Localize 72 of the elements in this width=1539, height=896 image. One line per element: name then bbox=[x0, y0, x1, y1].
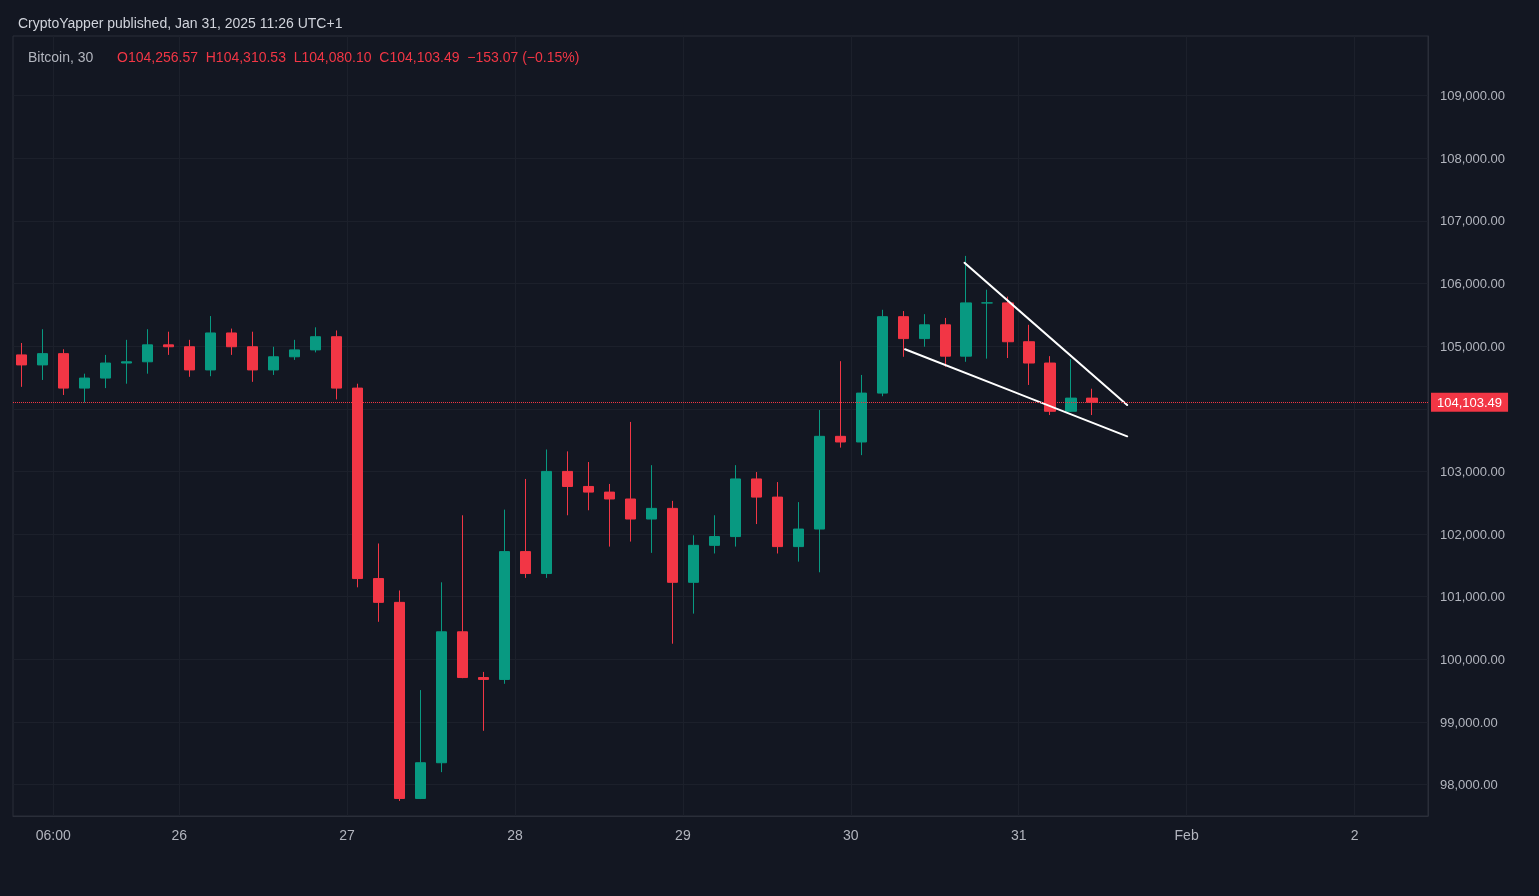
candlestick bbox=[436, 581, 447, 773]
candlestick bbox=[457, 514, 468, 679]
candlestick bbox=[331, 329, 342, 400]
candlestick bbox=[268, 346, 279, 376]
candlestick bbox=[709, 514, 720, 554]
candlestick bbox=[667, 500, 678, 645]
y-tick-label: 103,000.00 bbox=[1440, 463, 1506, 479]
x-tick-label: 27 bbox=[339, 827, 356, 843]
candlestick bbox=[919, 313, 930, 348]
candlestick bbox=[646, 464, 657, 554]
y-tick-label: 105,000.00 bbox=[1440, 338, 1506, 354]
candlestick bbox=[772, 481, 783, 554]
candlestick bbox=[205, 315, 216, 377]
candlestick bbox=[940, 317, 951, 368]
candlestick bbox=[1002, 296, 1014, 359]
candlestick bbox=[981, 289, 993, 360]
candlestick bbox=[814, 409, 825, 573]
y-tick-label: 107,000.00 bbox=[1440, 213, 1506, 229]
candlestick bbox=[960, 255, 972, 363]
candlestick bbox=[163, 331, 174, 356]
candlestick bbox=[583, 461, 594, 511]
text: Bitcoin, 30 bbox=[28, 49, 94, 65]
candlestick bbox=[856, 374, 867, 456]
candlestick bbox=[121, 339, 132, 385]
ref-line-label: 104,103.49 bbox=[1437, 394, 1503, 410]
candlestick bbox=[37, 328, 48, 381]
candlestick bbox=[877, 309, 888, 397]
candlestick bbox=[1065, 358, 1077, 413]
x-tick-label: 29 bbox=[675, 827, 691, 843]
candlestick bbox=[751, 471, 762, 525]
x-tick-label: 31 bbox=[1010, 827, 1027, 843]
candlestick bbox=[79, 373, 90, 404]
x-tick-label: 26 bbox=[171, 827, 188, 843]
candlestick bbox=[604, 483, 615, 548]
candlestick bbox=[310, 326, 321, 353]
candlestick bbox=[184, 339, 195, 378]
candlestick bbox=[520, 478, 531, 579]
candlestick bbox=[58, 348, 69, 396]
candlestick bbox=[247, 331, 258, 383]
x-tick-label: 2 bbox=[1350, 827, 1359, 843]
candlestick bbox=[415, 689, 426, 800]
y-tick-label: 106,000.00 bbox=[1440, 275, 1506, 291]
y-tick-label: 101,000.00 bbox=[1440, 589, 1506, 605]
candlestick bbox=[289, 339, 300, 361]
candlestick bbox=[730, 464, 741, 548]
y-tick-label: 108,000.00 bbox=[1440, 150, 1506, 166]
candlestick bbox=[226, 328, 237, 356]
y-tick-label: 98,000.00 bbox=[1440, 777, 1498, 793]
candlestick bbox=[541, 448, 552, 579]
x-tick-label: 28 bbox=[507, 827, 523, 843]
x-tick-label: Feb bbox=[1174, 827, 1199, 843]
y-tick-label: 109,000.00 bbox=[1440, 88, 1506, 104]
candlestick bbox=[394, 589, 405, 802]
y-tick-label: 99,000.00 bbox=[1440, 714, 1498, 730]
candlestick bbox=[562, 450, 573, 516]
y-tick-label: 100,000.00 bbox=[1440, 651, 1506, 667]
candlestick bbox=[100, 354, 111, 389]
candlestick bbox=[625, 421, 636, 543]
x-tick-label: 06:00 bbox=[35, 827, 71, 843]
candlestick bbox=[898, 310, 909, 358]
candlestick bbox=[478, 671, 489, 732]
text: CryptoYapper published, Jan 31, 2025 11:26 UTC+1 bbox=[18, 15, 343, 31]
candlestick bbox=[499, 509, 510, 685]
x-tick-label: 30 bbox=[843, 827, 859, 843]
candlestick bbox=[373, 542, 384, 623]
candlestick bbox=[142, 328, 153, 375]
candlestick bbox=[688, 534, 699, 615]
candlestick bbox=[793, 501, 804, 563]
candlestick bbox=[16, 342, 27, 388]
candlestick bbox=[1023, 324, 1035, 386]
text: O104,256.57 H104,310.53 L104,080.10 C104,103.49 −153.07 (−0.15%) bbox=[117, 49, 580, 65]
y-tick-label: 102,000.00 bbox=[1440, 526, 1506, 542]
